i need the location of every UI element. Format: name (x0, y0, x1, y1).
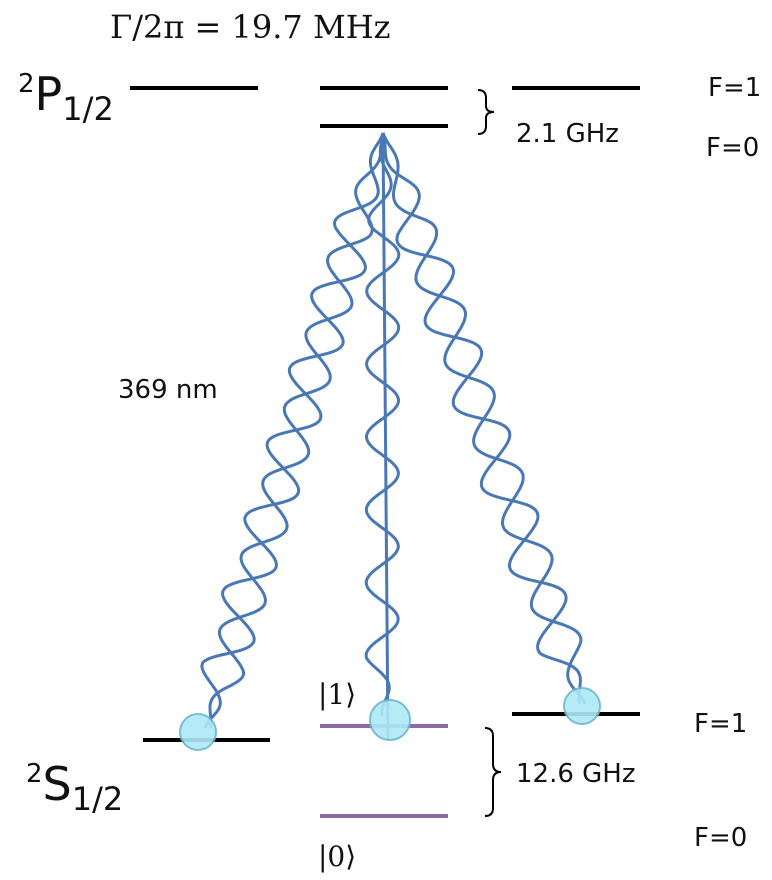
ket: |1⟩ (318, 678, 356, 711)
ket: |0⟩ (318, 840, 356, 873)
atom (563, 687, 601, 725)
f-label: F=0 (694, 823, 747, 853)
brace (484, 727, 502, 817)
decay-line (381, 132, 390, 741)
linewidth: Γ/2π = 19.7 MHz (110, 8, 390, 46)
photon (200, 132, 385, 729)
photon (381, 132, 587, 705)
splitting: 12.6 GHz (516, 759, 636, 789)
atom (369, 699, 411, 741)
photon (364, 132, 401, 717)
photon (208, 132, 385, 729)
wavelength: 369 nm (118, 375, 218, 405)
f-label: F=0 (706, 133, 759, 163)
atoms (179, 687, 601, 751)
brace (477, 89, 495, 135)
f-label: F=1 (694, 709, 747, 739)
splitting: 2.1 GHz (516, 119, 619, 149)
level-label: 2S1/2 (26, 757, 123, 818)
f-label: F=1 (708, 73, 761, 103)
photon-paths (200, 132, 587, 741)
level-label: 2P1/2 (18, 67, 114, 128)
atom (179, 713, 217, 751)
photon (381, 132, 582, 705)
